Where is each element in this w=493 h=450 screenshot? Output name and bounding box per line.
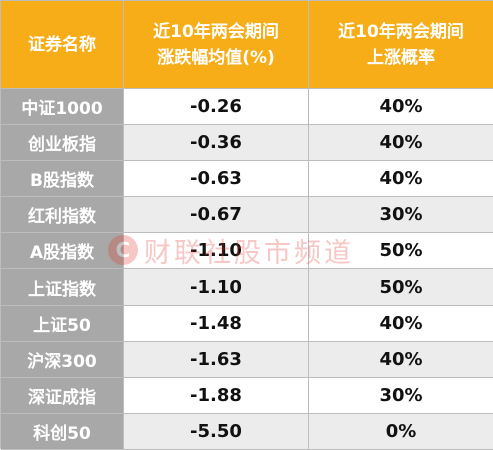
row-name-cell: 沪深300 (1, 341, 124, 378)
row-up-probability-cell: 50% (309, 233, 493, 270)
row-up-probability-cell: 40% (309, 305, 493, 342)
row-up-probability-cell: 40% (309, 341, 493, 378)
row-name-cell: 中证1000 (1, 89, 124, 126)
row-name-cell: B股指数 (1, 161, 124, 198)
row-name-cell: 红利指数 (1, 197, 124, 234)
row-avg-change-cell: -1.48 (124, 305, 309, 342)
row-name-cell: 创业板指 (1, 125, 124, 162)
row-avg-change-cell: -1.88 (124, 377, 309, 414)
row-name-cell: A股指数 (1, 233, 124, 270)
row-avg-change-cell: -5.50 (124, 413, 309, 450)
row-name-cell: 科创50 (1, 413, 124, 450)
header-security-name: 证券名称 (1, 1, 124, 89)
row-up-probability-cell: 40% (309, 161, 493, 198)
row-avg-change-cell: -0.67 (124, 197, 309, 234)
row-avg-change-cell: -1.10 (124, 233, 309, 270)
header-avg-change-line1: 近10年两会期间 (153, 21, 279, 42)
row-up-probability-cell: 40% (309, 89, 493, 126)
row-avg-change-cell: -0.26 (124, 89, 309, 126)
row-avg-change-cell: -0.36 (124, 125, 309, 162)
header-up-probability-line1: 近10年两会期间 (338, 21, 464, 42)
header-up-probability: 近10年两会期间 上涨概率 (309, 1, 493, 89)
row-name-cell: 深证成指 (1, 377, 124, 414)
header-avg-change: 近10年两会期间 涨跌幅均值(%) (124, 1, 309, 89)
row-up-probability-cell: 50% (309, 269, 493, 306)
row-up-probability-cell: 40% (309, 125, 493, 162)
header-security-name-label: 证券名称 (28, 34, 96, 55)
row-name-cell: 上证指数 (1, 269, 124, 306)
row-avg-change-cell: -1.10 (124, 269, 309, 306)
row-up-probability-cell: 0% (309, 413, 493, 450)
row-up-probability-cell: 30% (309, 197, 493, 234)
row-avg-change-cell: -0.63 (124, 161, 309, 198)
row-up-probability-cell: 30% (309, 377, 493, 414)
row-name-cell: 上证50 (1, 305, 124, 342)
header-up-probability-line2: 上涨概率 (367, 47, 435, 68)
row-avg-change-cell: -1.63 (124, 341, 309, 378)
header-avg-change-line2: 涨跌幅均值(%) (157, 47, 275, 68)
